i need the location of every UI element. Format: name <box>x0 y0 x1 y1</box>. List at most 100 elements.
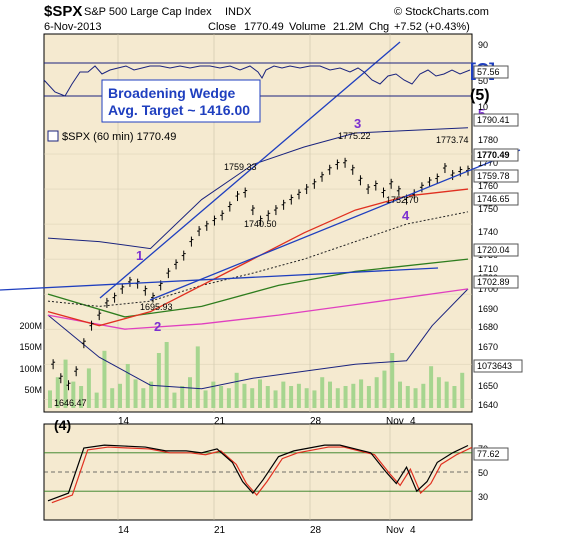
tag-box-rsi-top <box>473 65 509 79</box>
volume-bar-19 <box>195 346 200 408</box>
tag-1702: 1702.89 <box>477 277 510 287</box>
wedge-upper-line <box>99 41 401 299</box>
y-tick-1670: 1670 <box>478 342 498 352</box>
tag-box-1702 <box>473 275 519 289</box>
volume-bar-47 <box>413 388 418 408</box>
volume-bar-33 <box>304 388 309 408</box>
volume-bar-4 <box>79 386 84 408</box>
x-label-21-top: 21 <box>214 416 226 427</box>
rsi-lines <box>44 444 473 504</box>
ma-red-line <box>47 188 469 327</box>
volume-bar-48 <box>421 383 426 408</box>
vol-tick-150m: 150M <box>19 342 42 352</box>
exchange: INDX <box>225 6 252 18</box>
annotation-line2: Avg. Target ~ 1416.00 <box>108 102 250 118</box>
wave-label-4: 4 <box>402 208 410 223</box>
top-axis: 90 50 10 <box>478 40 488 112</box>
vol-tick-50m: 50M <box>24 385 42 395</box>
rsi-value: 77.62 <box>477 449 500 459</box>
tag-1720: 1720.04 <box>477 245 510 255</box>
annotation-box <box>101 79 261 123</box>
volume-bar-41 <box>366 386 371 408</box>
close-value: 1770.49 <box>244 21 284 33</box>
volume-bar-37 <box>335 388 340 408</box>
volume-bar-35 <box>320 377 325 408</box>
tag-volume: 1073643 <box>477 361 512 371</box>
indicator-lines <box>47 127 469 390</box>
price-label-1759: 1759.33 <box>224 162 257 172</box>
volume-bar-24 <box>234 372 239 408</box>
volume-bar-43 <box>382 370 387 408</box>
volume-bar-16 <box>172 392 177 408</box>
volume-bar-9 <box>118 383 122 408</box>
volume-bar-51 <box>444 381 449 408</box>
annotation-line1: Broadening Wedge <box>108 85 236 101</box>
volume-bar-23 <box>226 388 231 408</box>
volume-bar-40 <box>359 379 364 408</box>
x-label-4-bottom: 4 <box>410 525 416 536</box>
y-tick-1770: 1770 <box>478 158 498 168</box>
volume-value: 21.2M <box>333 21 364 33</box>
volume-bar-27 <box>258 379 262 408</box>
volume-bar-52 <box>452 386 457 408</box>
volume-bar-0 <box>48 390 52 408</box>
symbol: $SPX <box>44 3 82 20</box>
volume-bar-3 <box>71 381 76 408</box>
rsi-tick-30: 30 <box>478 492 488 502</box>
price-label-1740: 1740.50 <box>244 219 277 229</box>
x-label-nov-top: Nov <box>386 416 404 427</box>
volume-bar-29 <box>273 390 278 408</box>
volume-bar-39 <box>351 383 356 408</box>
rsi-signal-line <box>51 446 473 504</box>
bollinger-lower-line <box>47 288 469 390</box>
bollinger-upper-line <box>47 127 469 250</box>
close-label: Close <box>208 21 236 33</box>
volume-bar-14 <box>156 353 161 408</box>
top-oscillator-line <box>43 65 471 97</box>
date: 6-Nov-2013 <box>44 21 101 33</box>
rsi-line <box>47 444 469 502</box>
index-name: S&P 500 Large Cap Index <box>84 6 212 18</box>
y-tick-1680: 1680 <box>478 322 498 332</box>
rsi-label: (4) <box>54 417 71 433</box>
y-tick-1740: 1740 <box>478 227 498 237</box>
right-tags: 57.56 1790.41 1770.49 1759.78 1746.65 17… <box>473 65 523 373</box>
tag-1746: 1746.65 <box>477 194 510 204</box>
y-tick-1690: 1690 <box>478 304 498 314</box>
volume-bar-15 <box>164 342 169 408</box>
volume-bar-2 <box>63 359 68 408</box>
price-label-1695: 1695.93 <box>140 302 173 312</box>
volume-bar-30 <box>281 381 286 408</box>
tag-1790: 1790.41 <box>477 115 510 125</box>
volume-bar-10 <box>125 364 130 408</box>
volume-bar-26 <box>250 388 255 408</box>
ma-green-line <box>47 258 469 318</box>
volume-bar-22 <box>219 386 224 408</box>
rsi-value-box <box>473 447 509 461</box>
vol-tick-100m: 100M <box>19 364 42 374</box>
volume-bar-13 <box>149 381 154 408</box>
volume-bar-50 <box>436 377 441 408</box>
x-label-28-top: 28 <box>310 416 322 427</box>
x-label-14-bottom: 14 <box>118 525 130 536</box>
volume-bar-5 <box>86 368 91 408</box>
x-axis: 14 21 28 Nov 4 14 21 28 Nov 4 <box>118 416 416 536</box>
ma-dotted-line <box>47 211 469 307</box>
tag-box-volume <box>473 359 523 373</box>
volume-axis: 200M 150M 100M 50M <box>19 321 42 395</box>
tag-1770: 1770.49 <box>477 150 510 160</box>
price-candles <box>51 157 470 391</box>
tag-57: 57.56 <box>477 67 500 77</box>
volume-bar-20 <box>203 390 208 408</box>
volume-bar-12 <box>141 388 146 408</box>
y-tick-1760: 1760 <box>478 181 498 191</box>
tag-box-1790 <box>473 113 519 127</box>
tag-box-1746 <box>473 192 519 206</box>
price-label-1773: 1773.74 <box>436 135 469 145</box>
tag-box-1770 <box>473 148 519 162</box>
volume-bars <box>48 342 465 408</box>
y-tick-1650: 1650 <box>478 381 498 391</box>
y-tick-1710: 1710 <box>478 264 498 274</box>
wave-label-1: 1 <box>136 248 143 263</box>
